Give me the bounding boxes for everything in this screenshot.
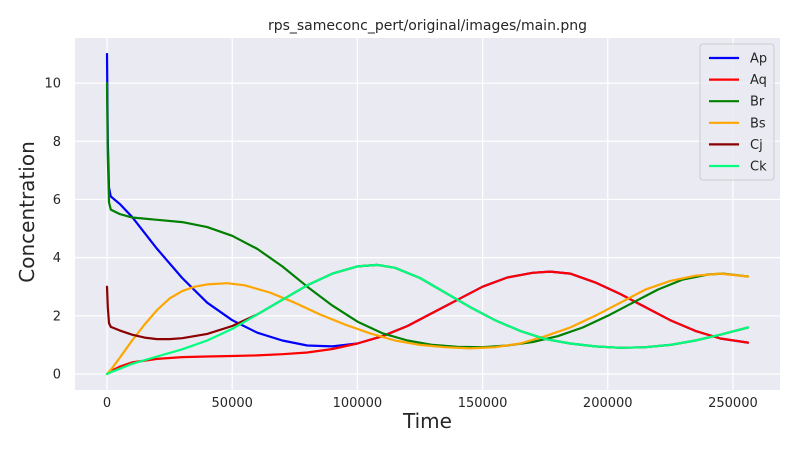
legend-label-br: Br (750, 95, 765, 110)
legend-label-ap: Ap (750, 52, 767, 67)
y-axis-label: Concentration (15, 141, 39, 282)
y-tick-label: 0 (53, 368, 61, 383)
grid (75, 38, 780, 390)
x-tick-label: 100000 (333, 396, 383, 411)
x-tick-label: 200000 (583, 396, 633, 411)
x-tick-label: 150000 (458, 396, 508, 411)
y-tick-label: 8 (53, 135, 61, 150)
legend-box (699, 43, 775, 181)
legend: Ap Aq Br Bs Cj Ck (699, 43, 775, 181)
x-tick-label: 250000 (708, 396, 758, 411)
legend-label-bs: Bs (750, 116, 766, 131)
series-line-ck (105, 263, 750, 376)
y-tick-label: 2 (53, 309, 61, 324)
y-tick-label: 6 (53, 193, 61, 208)
chart-title: rps_sameconc_pert/original/images/main.p… (268, 18, 587, 34)
y-axis-ticks: 0 2 4 6 8 10 (44, 77, 61, 383)
legend-label-ck: Ck (750, 160, 767, 175)
series-line-br (105, 82, 750, 349)
x-tick-label: 0 (103, 396, 111, 411)
y-tick-label: 10 (44, 77, 61, 92)
legend-label-cj: Cj (750, 138, 763, 153)
series-line-bs (105, 272, 750, 376)
plot-area (75, 38, 780, 390)
x-axis-ticks: 0 50000 100000 150000 200000 250000 (103, 396, 758, 411)
x-tick-label: 50000 (212, 396, 253, 411)
series-lines (105, 52, 750, 376)
legend-label-aq: Aq (750, 73, 767, 88)
y-tick-label: 4 (53, 251, 61, 266)
x-axis-label: Time (402, 409, 452, 433)
